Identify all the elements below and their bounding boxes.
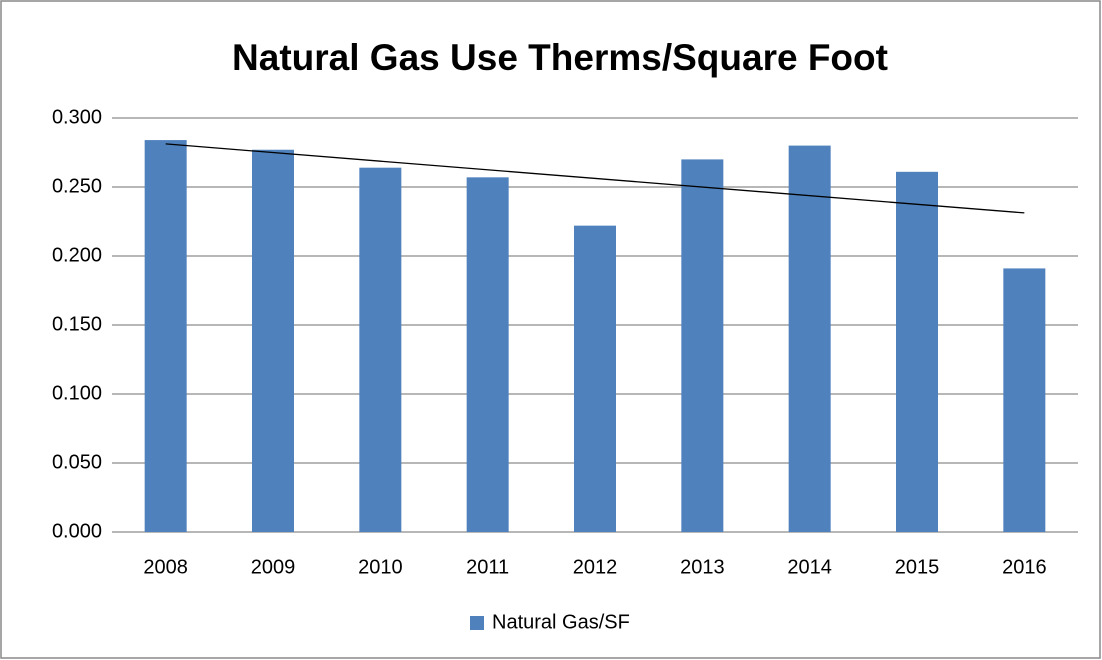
bar <box>681 159 724 532</box>
x-tick-label: 2012 <box>573 556 618 578</box>
x-tick-label: 2014 <box>787 556 832 578</box>
y-tick-label: 0.000 <box>52 520 102 542</box>
bar <box>359 167 402 532</box>
x-tick-label: 2010 <box>358 556 403 578</box>
x-tick-label: 2009 <box>251 556 296 578</box>
y-tick-label: 0.050 <box>52 451 102 473</box>
y-tick-label: 0.200 <box>52 244 102 266</box>
x-tick-label: 2011 <box>466 556 509 578</box>
x-tick-label: 2008 <box>143 556 188 578</box>
y-tick-label: 0.300 <box>52 106 102 128</box>
bar <box>252 149 294 533</box>
x-tick-label: 2016 <box>1002 556 1047 578</box>
y-tick-label: 0.150 <box>52 313 102 335</box>
x-tick-label: 2013 <box>680 556 725 578</box>
x-tick-label: 2015 <box>895 556 940 578</box>
y-tick-label: 0.250 <box>52 175 102 197</box>
bar <box>1003 268 1046 532</box>
legend-label: Natural Gas/SF <box>492 611 630 633</box>
bar <box>788 145 831 532</box>
legend-swatch <box>470 616 484 630</box>
bar <box>574 225 616 532</box>
y-tick-label: 0.100 <box>52 382 102 404</box>
trendline <box>165 143 1025 214</box>
bar <box>466 177 509 532</box>
chart-title: Natural Gas Use Therms/Square Foot <box>232 37 888 78</box>
bar <box>896 171 938 532</box>
bar <box>144 140 187 532</box>
